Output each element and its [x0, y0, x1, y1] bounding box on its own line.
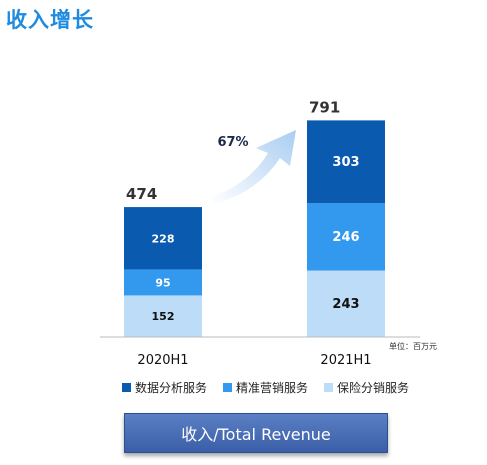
legend-swatch [324, 383, 334, 392]
legend-item: 数据分析服务 [122, 379, 207, 396]
legend-item: 保险分销服务 [324, 379, 409, 396]
bar-value-label: 228 [152, 232, 175, 245]
x-tick-label: 2020H1 [137, 353, 188, 368]
bar-value-label: 243 [332, 297, 359, 312]
legend: 数据分析服务 精准营销服务 保险分销服务 [122, 379, 409, 396]
growth-label: 67% [217, 135, 248, 150]
bar-value-label: 95 [155, 276, 170, 289]
legend-item: 精准营销服务 [223, 379, 308, 396]
bar-segment [124, 269, 202, 296]
bar-segment [307, 203, 385, 271]
bar-value-label: 303 [332, 155, 359, 170]
bar-segment [124, 295, 202, 337]
legend-swatch [122, 383, 131, 392]
legend-label: 数据分析服务 [135, 381, 208, 395]
bar-total-label: 791 [309, 98, 340, 116]
x-tick-label: 2021H1 [320, 353, 371, 368]
legend-label: 精准营销服务 [236, 381, 309, 395]
bar-segment [124, 207, 202, 270]
bar-value-label: 246 [332, 230, 359, 245]
growth-arrow-icon [212, 130, 296, 205]
total-revenue-button[interactable]: 收入/Total Revenue [124, 413, 388, 453]
legend-swatch [223, 383, 233, 392]
bar-value-label: 152 [152, 310, 175, 323]
bar-segment [307, 270, 385, 337]
bar-segment [307, 120, 385, 204]
bar-total-label: 474 [126, 185, 157, 203]
unit-label: 单位：百万元 [389, 341, 437, 351]
legend-label: 保险分销服务 [337, 381, 410, 395]
page-title: 收入增长 [6, 8, 94, 32]
